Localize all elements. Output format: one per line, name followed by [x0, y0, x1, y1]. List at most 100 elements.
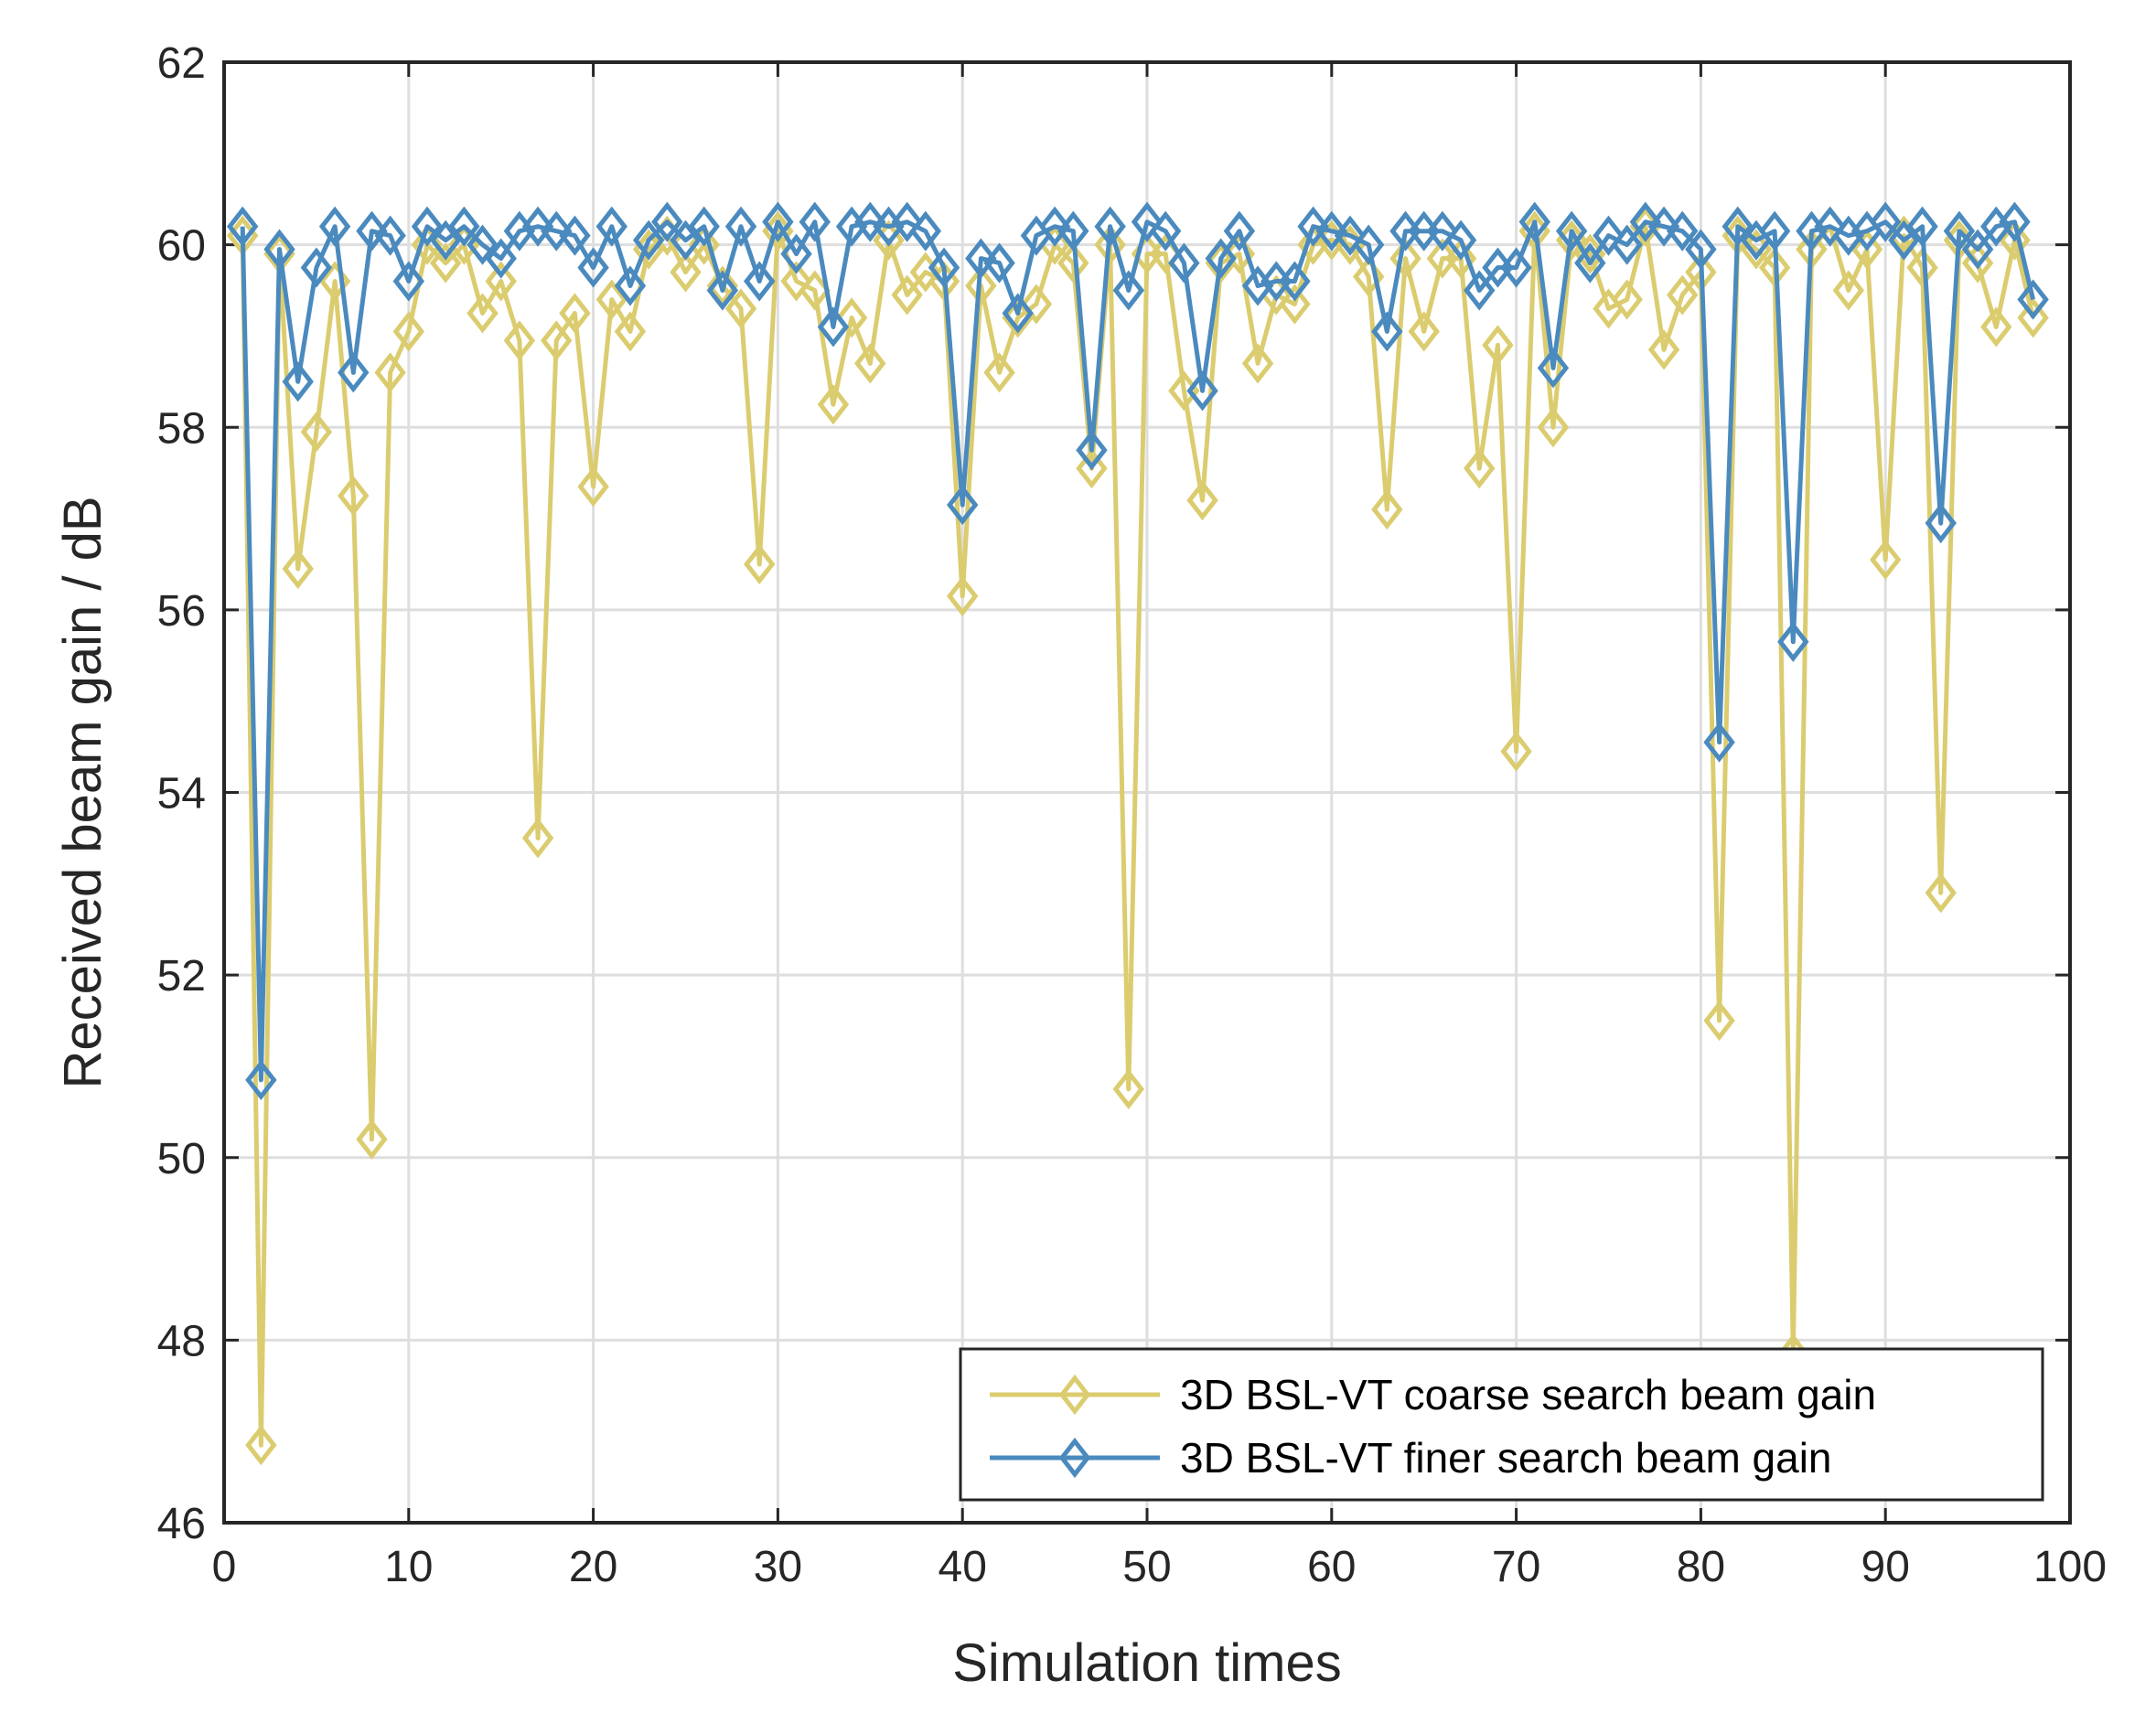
data-point-marker — [1186, 370, 1218, 412]
plot-area-border — [222, 60, 2072, 1525]
data-point-marker — [1444, 238, 1477, 279]
data-point-marker — [521, 818, 554, 859]
data-point-marker — [521, 206, 554, 247]
data-point-marker — [338, 352, 370, 393]
x-tick-label: 50 — [1122, 1543, 1171, 1591]
data-point-marker — [780, 233, 812, 274]
y-tick-label: 60 — [157, 222, 206, 271]
data-point-marker — [799, 201, 831, 242]
data-point-marker — [891, 201, 923, 242]
legend-swatch-marker — [1058, 1437, 1091, 1479]
data-point-marker — [706, 265, 739, 306]
legend-item: 3D BSL-VT coarse search beam gain — [990, 1371, 1876, 1418]
x-tick-label: 20 — [569, 1543, 617, 1591]
data-point-marker — [577, 247, 609, 288]
x-tick-label: 80 — [1677, 1543, 1725, 1591]
data-point-marker — [2017, 279, 2049, 320]
data-point-marker — [467, 224, 499, 265]
data-point-marker — [632, 219, 665, 261]
data-point-marker — [817, 384, 850, 425]
data-point-marker — [854, 343, 886, 384]
data-point-marker — [1297, 206, 1329, 247]
data-point-marker — [965, 265, 997, 306]
data-point-marker — [559, 293, 591, 334]
data-point-marker — [1869, 201, 1902, 242]
y-tick-label: 52 — [157, 952, 206, 1001]
data-point-marker — [245, 1425, 277, 1466]
series-finer — [226, 201, 2049, 1100]
data-point-marker — [744, 261, 776, 302]
data-point-marker — [448, 206, 480, 247]
x-axis-label: Simulation times — [952, 1633, 1341, 1693]
data-point-marker — [467, 293, 499, 334]
data-point-marker — [1020, 284, 1053, 325]
legend-swatch-marker — [1058, 1374, 1091, 1416]
data-point-marker — [1555, 210, 1588, 251]
y-axis-label: Received beam gain / dB — [53, 496, 113, 1088]
data-point-marker — [338, 476, 370, 517]
data-point-marker — [577, 466, 609, 508]
data-point-marker — [1611, 224, 1643, 265]
data-point-marker — [965, 238, 997, 279]
data-point-marker — [1002, 293, 1034, 334]
data-point-marker — [1814, 206, 1846, 247]
data-point-marker — [282, 361, 314, 402]
data-point-marker — [614, 311, 647, 352]
data-point-marker — [1999, 201, 2031, 242]
data-point-marker — [1685, 229, 1717, 270]
data-point-marker — [614, 265, 647, 306]
data-point-marker — [411, 206, 444, 247]
data-point-marker — [559, 215, 591, 256]
data-point-marker — [1961, 229, 1994, 270]
data-point-marker — [1500, 247, 1532, 288]
data-point-marker — [1906, 206, 1938, 247]
data-point-marker — [1869, 539, 1902, 581]
data-point-marker — [670, 219, 702, 261]
data-point-marker — [762, 201, 794, 242]
y-tick-label: 56 — [157, 587, 206, 636]
data-point-marker — [392, 261, 425, 302]
data-point-marker — [429, 219, 462, 261]
x-tick-label: 90 — [1861, 1543, 1910, 1591]
data-point-marker — [1667, 274, 1699, 316]
data-point-marker — [503, 320, 536, 361]
data-point-marker — [1076, 448, 1108, 489]
data-point-marker — [1131, 201, 1164, 242]
data-point-marker — [1537, 348, 1570, 389]
data-point-marker — [744, 543, 776, 585]
data-point-marker — [817, 306, 850, 348]
data-point-marker — [485, 238, 517, 279]
data-point-marker — [1279, 261, 1311, 302]
data-point-marker — [1832, 270, 1865, 311]
data-point-marker — [1482, 325, 1514, 366]
data-point-marker — [392, 311, 425, 352]
data-point-marker — [780, 261, 812, 302]
data-point-marker — [891, 274, 923, 316]
data-point-marker — [282, 548, 314, 590]
data-point-marker — [1758, 210, 1791, 251]
data-point-marker — [1057, 242, 1089, 284]
data-point-marker — [1647, 206, 1680, 247]
data-point-marker — [245, 1059, 277, 1100]
series-line — [240, 219, 2036, 1083]
x-tick-label: 0 — [212, 1543, 237, 1591]
data-point-marker — [1149, 210, 1182, 251]
data-point-marker — [1943, 210, 1976, 251]
data-point-marker — [1112, 270, 1145, 311]
data-point-marker — [983, 242, 1015, 284]
data-point-marker — [595, 279, 627, 320]
data-point-marker — [1906, 247, 1938, 288]
data-point-marker — [2017, 297, 2049, 338]
data-point-marker — [263, 229, 295, 270]
data-point-marker — [1094, 224, 1126, 265]
data-point-marker — [1703, 722, 1735, 763]
data-point-marker — [1241, 343, 1274, 384]
data-point-marker — [835, 297, 868, 338]
data-point-marker — [541, 320, 573, 361]
data-point-marker — [356, 210, 388, 251]
data-point-marker — [1777, 621, 1809, 662]
x-tick-label: 10 — [384, 1543, 433, 1591]
data-point-marker — [318, 206, 351, 247]
data-point-marker — [300, 247, 333, 288]
